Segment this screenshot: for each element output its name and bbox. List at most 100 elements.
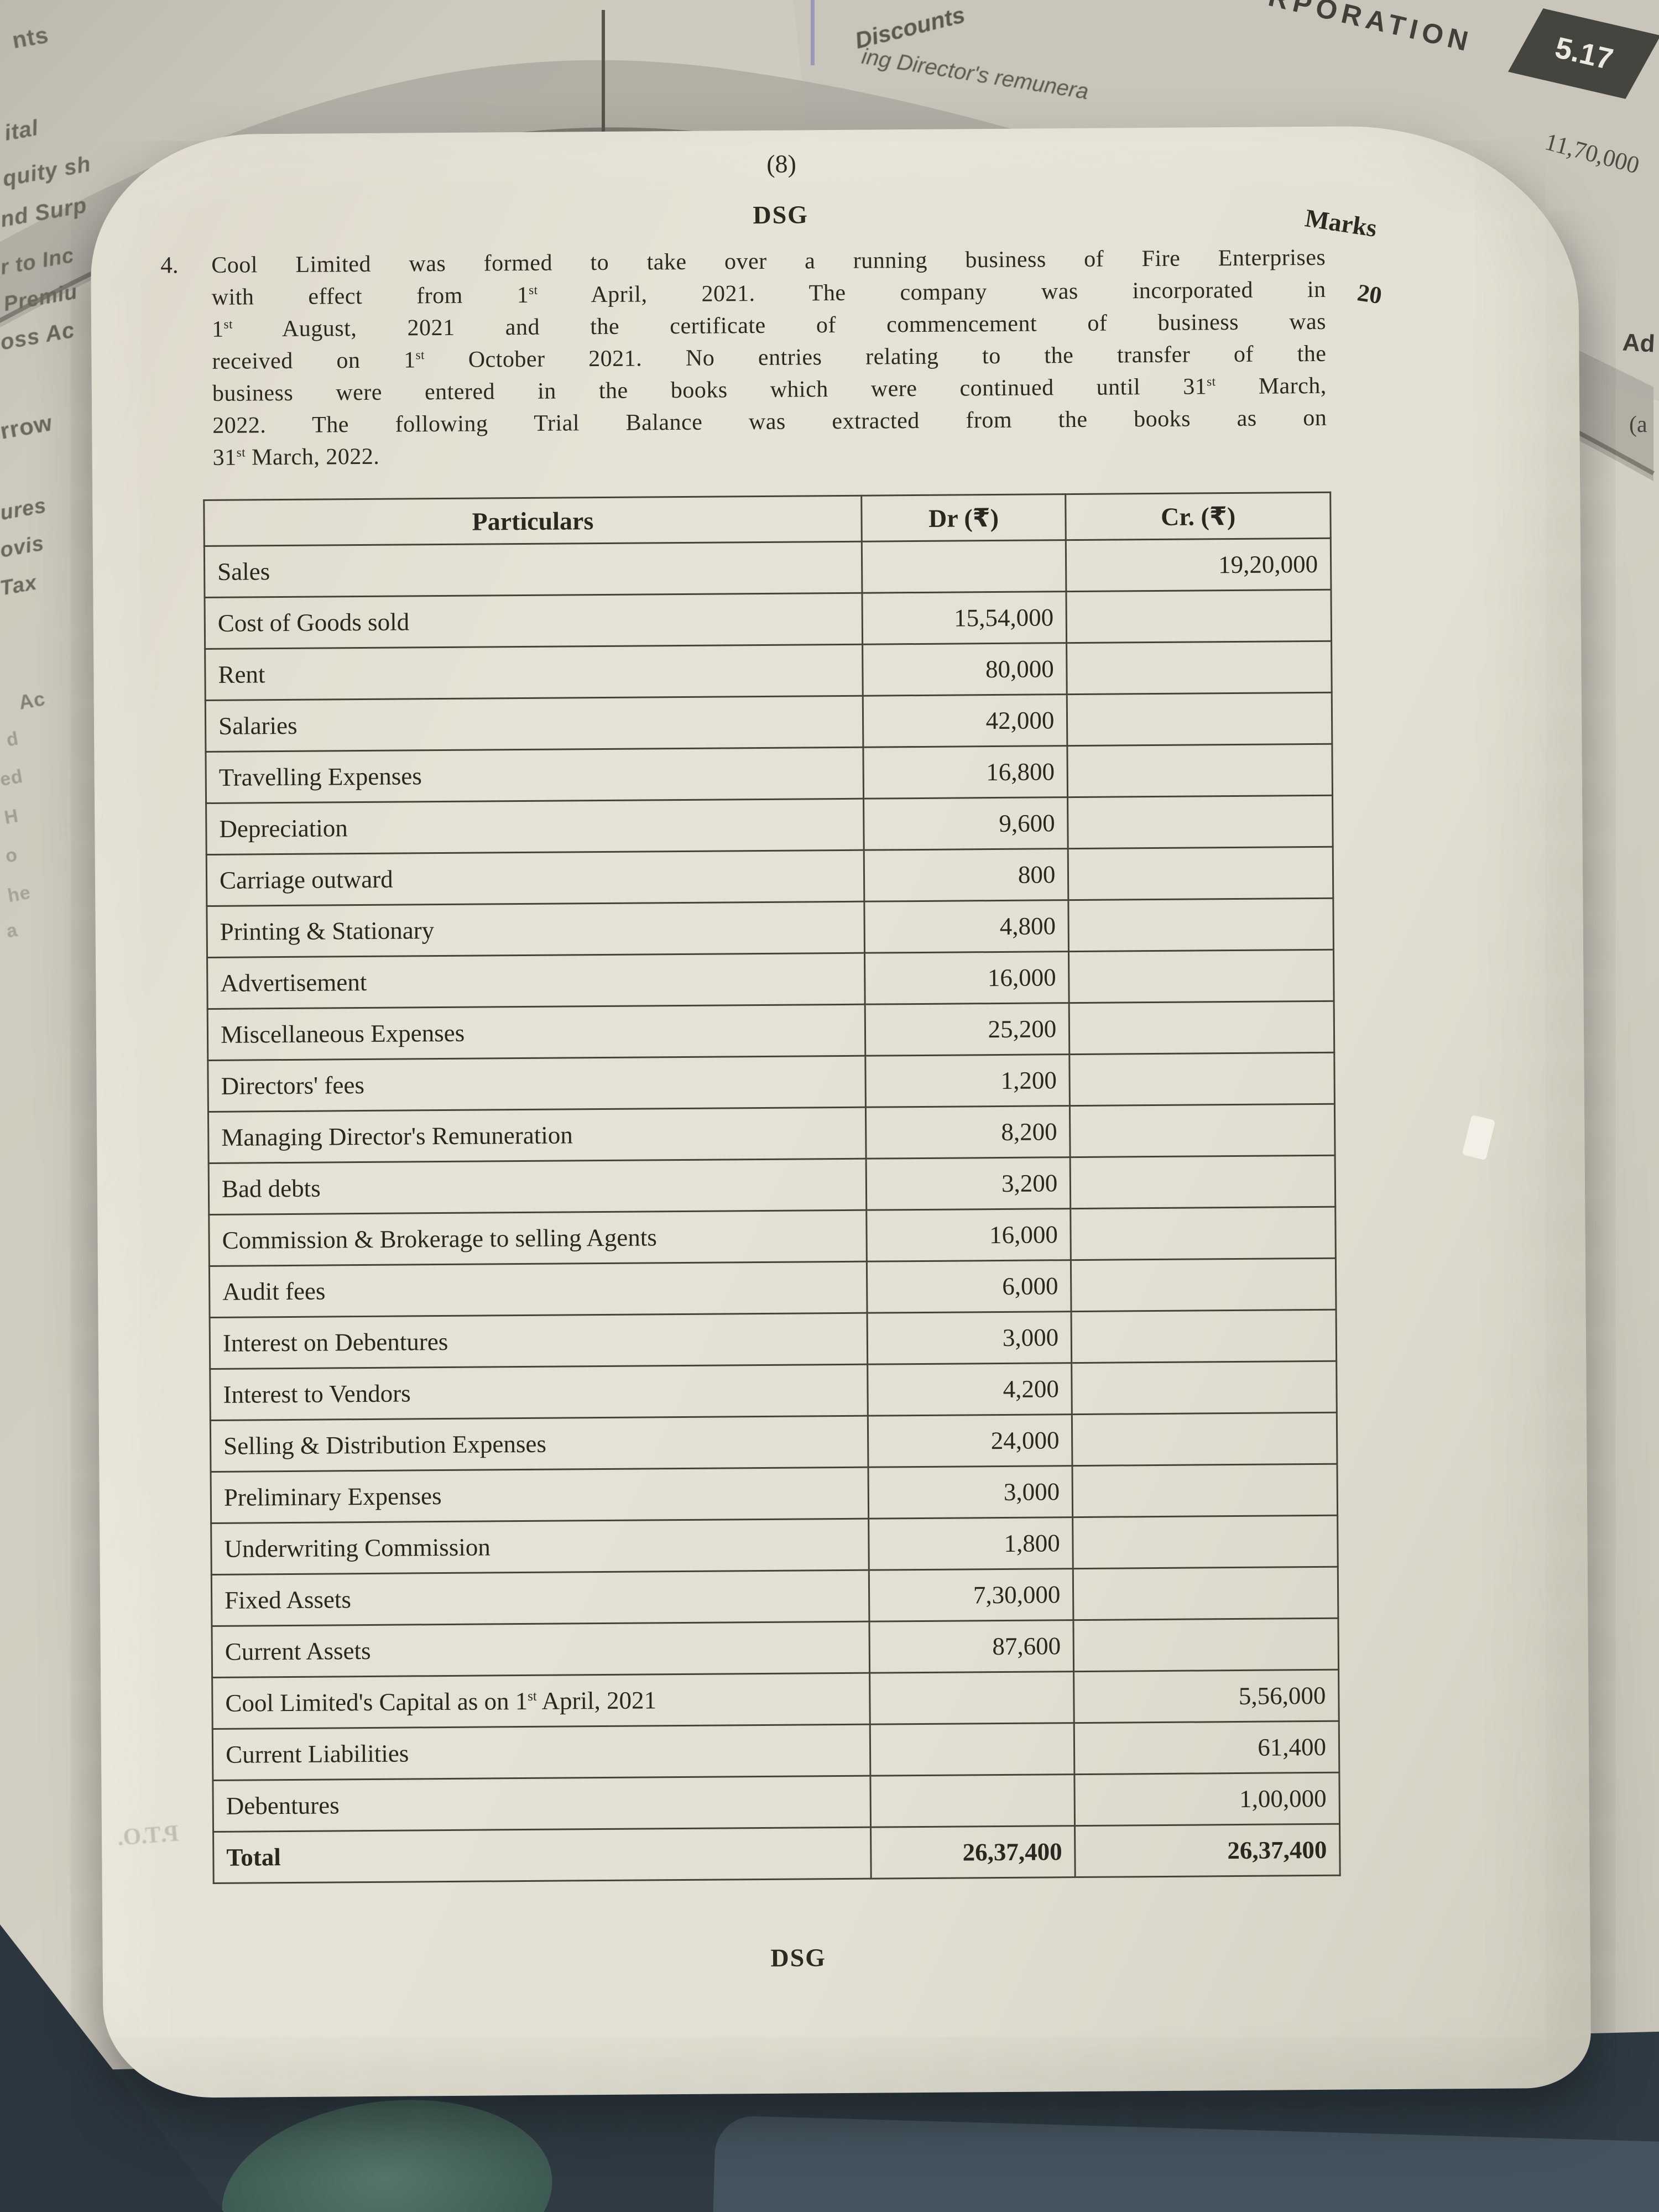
cell-particulars: Commission & Brokerage to selling Agents xyxy=(208,1210,867,1266)
page-number: (8) xyxy=(766,149,797,178)
cell-particulars: Cool Limited's Capital as on 1st April, … xyxy=(212,1673,870,1729)
cell-dr-amount: 16,800 xyxy=(863,745,1068,799)
table-row: Travelling Expenses 16,800 xyxy=(205,744,1333,804)
cell-dr-amount: 16,000 xyxy=(866,1208,1071,1262)
cell-particulars: Fixed Assets xyxy=(211,1570,869,1626)
table-row: Cool Limited's Capital as on 1st April, … xyxy=(212,1670,1339,1729)
paper-code-bottom: DSG xyxy=(770,1943,827,1972)
cell-cr-amount xyxy=(1071,1207,1336,1260)
table-row: Advertisement 16,000 xyxy=(207,950,1334,1009)
cell-cr-amount xyxy=(1070,1052,1335,1106)
cell-dr-amount: 15,54,000 xyxy=(862,591,1067,645)
pto-showthrough: P.T.O. xyxy=(116,1820,180,1851)
cell-particulars: Debentures xyxy=(212,1776,871,1832)
cell-cr-amount xyxy=(1067,744,1333,797)
cell-cr-amount xyxy=(1068,847,1333,900)
cell-dr-amount: 1,800 xyxy=(868,1517,1073,1571)
table-row: Directors' fees 1,200 xyxy=(207,1052,1335,1112)
cell-cr-amount xyxy=(1069,1001,1334,1055)
table-row: Interest on Debentures 3,000 xyxy=(210,1310,1337,1369)
cell-cr-amount xyxy=(1072,1464,1338,1517)
cell-particulars: Bad debts xyxy=(208,1159,867,1215)
cell-cr-amount xyxy=(1068,950,1334,1003)
book-spine-line xyxy=(602,10,605,176)
cell-particulars: Travelling Expenses xyxy=(205,747,864,804)
left-edge-fragment: ed xyxy=(0,765,25,791)
table-row: Sales 19,20,000 xyxy=(204,538,1331,598)
cell-dr-amount: 800 xyxy=(863,848,1069,902)
table-row: Audit fees 6,000 xyxy=(209,1258,1337,1318)
cell-particulars: Depreciation xyxy=(206,799,864,855)
cell-cr-amount: 5,56,000 xyxy=(1073,1670,1339,1723)
cell-dr-amount: 3,000 xyxy=(868,1465,1073,1519)
cell-particulars: Salaries xyxy=(205,696,863,752)
cell-cr-amount xyxy=(1066,589,1332,643)
cell-cr-amount: 19,20,000 xyxy=(1066,538,1331,592)
cell-particulars: Preliminary Expenses xyxy=(211,1467,869,1524)
cell-cr-amount xyxy=(1072,1361,1337,1415)
cell-cr-amount xyxy=(1067,692,1332,746)
cell-dr-amount: 24,000 xyxy=(868,1414,1073,1468)
cell-dr-amount: 4,200 xyxy=(867,1363,1072,1416)
cell-cr-amount: 1,00,000 xyxy=(1074,1772,1340,1826)
cell-particulars: Current Liabilities xyxy=(212,1724,870,1781)
cell-dr-amount: 26,37,400 xyxy=(870,1825,1076,1879)
trial-balance-table: Particulars Dr (₹) Cr. (₹) Sales 19,20,00… xyxy=(203,492,1340,1884)
cell-cr-amount xyxy=(1072,1412,1337,1466)
cell-particulars: Printing & Stationary xyxy=(206,901,865,958)
table-row: Underwriting Commission 1,800 xyxy=(211,1515,1338,1575)
table-row: Total 26,37,400 26,37,400 xyxy=(213,1824,1340,1884)
cell-particulars: Sales xyxy=(204,541,862,598)
cell-particulars: Interest on Debentures xyxy=(210,1313,868,1369)
cell-dr-amount xyxy=(862,540,1067,593)
cell-dr-amount: 1,200 xyxy=(865,1054,1070,1108)
table-row: Salaries 42,000 xyxy=(205,692,1332,752)
cell-dr-amount: 9,600 xyxy=(863,797,1068,851)
cell-particulars: Current Assets xyxy=(211,1621,870,1678)
marks-label: Marks xyxy=(1303,204,1379,243)
cell-dr-amount: 42,000 xyxy=(862,694,1068,748)
cell-particulars: Cost of Goods sold xyxy=(204,593,863,649)
cell-dr-amount: 3,200 xyxy=(865,1157,1071,1211)
question-paper: (8) DSG Marks 20 4. Cool Limited was for… xyxy=(90,124,1592,2099)
badge-label: 5.17 xyxy=(1552,30,1616,77)
question-number: 4. xyxy=(160,252,179,279)
paper-code-top: DSG xyxy=(753,200,809,229)
cell-particulars: Interest to Vendors xyxy=(210,1364,868,1421)
cell-dr-amount: 87,600 xyxy=(869,1620,1074,1673)
cell-dr-amount: 4,800 xyxy=(864,900,1069,953)
cell-particulars: Underwriting Commission xyxy=(211,1519,869,1575)
table-header-row: Particulars Dr (₹) Cr. (₹) xyxy=(204,492,1331,546)
cell-particulars: Selling & Distribution Expenses xyxy=(210,1416,868,1472)
table-row: Fixed Assets 7,30,000 xyxy=(211,1567,1338,1626)
margin-rule-line xyxy=(811,0,815,65)
cell-particulars: Carriage outward xyxy=(206,850,864,906)
cell-cr-amount xyxy=(1073,1618,1339,1672)
cell-cr-amount xyxy=(1072,1515,1338,1569)
table-row: Managing Director's Remuneration 8,200 xyxy=(208,1104,1335,1164)
table-row: Preliminary Expenses 3,000 xyxy=(211,1464,1338,1524)
question-text: Cool Limited was formed to take over a r… xyxy=(211,242,1327,474)
cell-dr-amount: 16,000 xyxy=(864,951,1070,1005)
header-particulars: Particulars xyxy=(204,495,862,546)
cell-dr-amount xyxy=(870,1774,1075,1828)
table-row: Selling & Distribution Expenses 24,000 xyxy=(210,1412,1337,1472)
cell-particulars: Miscellaneous Expenses xyxy=(207,1004,865,1061)
table-row: Current Liabilities 61,400 xyxy=(212,1721,1339,1781)
cell-cr-amount xyxy=(1067,795,1333,849)
cell-cr-amount: 61,400 xyxy=(1074,1721,1339,1775)
table-row: Printing & Stationary 4,800 xyxy=(206,898,1334,958)
table-row: Depreciation 9,600 xyxy=(206,795,1333,855)
table-row: Current Assets 87,600 xyxy=(211,1618,1339,1678)
trial-balance-body: Sales 19,20,000 Cost of Goods sold 15,54,00… xyxy=(204,538,1340,1884)
cell-particulars: Directors' fees xyxy=(207,1056,866,1112)
cell-dr-amount: 3,000 xyxy=(867,1311,1072,1365)
cell-cr-amount xyxy=(1073,1567,1338,1620)
header-dr: Dr (₹) xyxy=(861,494,1066,542)
cell-dr-amount: 80,000 xyxy=(862,643,1067,696)
cell-dr-amount xyxy=(869,1671,1074,1725)
table-row: Carriage outward 800 xyxy=(206,847,1333,906)
header-cr: Cr. (₹) xyxy=(1066,492,1331,540)
table-row: Commission & Brokerage to selling Agents… xyxy=(208,1207,1336,1266)
